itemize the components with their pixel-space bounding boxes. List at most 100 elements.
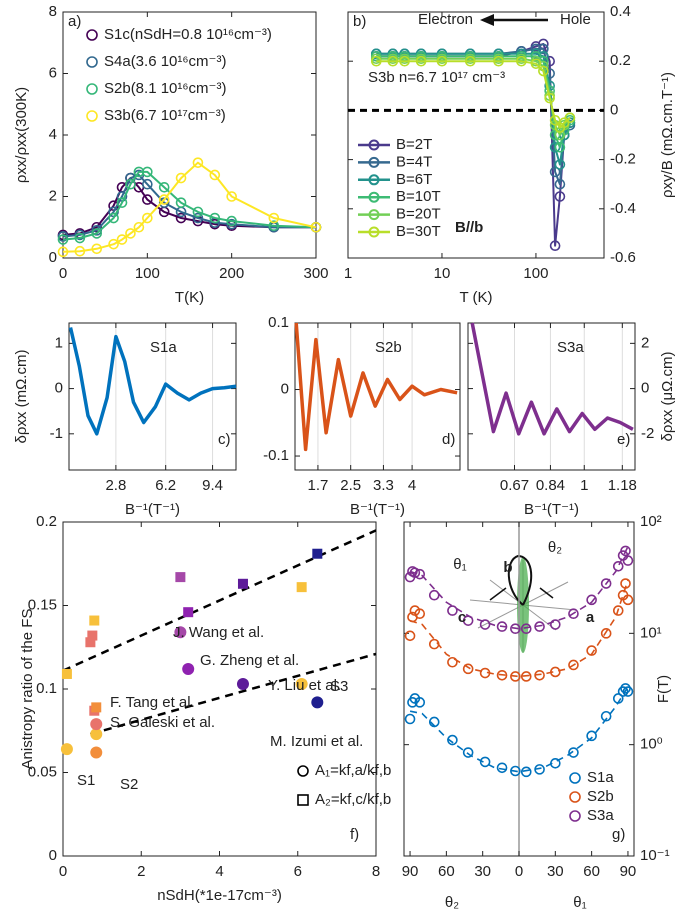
legend-label: B=4T bbox=[396, 153, 432, 170]
data-point bbox=[544, 92, 555, 104]
fit-line bbox=[90, 652, 377, 736]
data-point bbox=[57, 231, 69, 242]
plot-frame bbox=[294, 322, 461, 471]
data-point bbox=[387, 55, 399, 67]
x-tick-label: 60 bbox=[438, 863, 455, 880]
data-point bbox=[622, 594, 634, 606]
data-point bbox=[415, 55, 427, 67]
data-point bbox=[600, 710, 612, 722]
data-point bbox=[142, 166, 153, 178]
annotation: G. Zheng et al. bbox=[200, 652, 299, 669]
legend-swatch bbox=[368, 209, 380, 221]
x-tick-label: 0 bbox=[515, 863, 523, 880]
data-point bbox=[568, 659, 579, 671]
data-point bbox=[74, 245, 86, 257]
data-point bbox=[295, 677, 308, 690]
x-tick-label: 1 bbox=[344, 265, 352, 282]
y-tick-label: 0 bbox=[49, 249, 57, 266]
series-line bbox=[294, 322, 458, 452]
data-point bbox=[226, 218, 237, 230]
fit-line bbox=[62, 529, 377, 672]
y-tick-label: 0 bbox=[610, 101, 618, 118]
data-point bbox=[133, 221, 145, 233]
legend-label: A₂=kf,c/kf,b bbox=[315, 791, 391, 808]
legend-swatch bbox=[368, 174, 380, 186]
legend-label: S2b bbox=[587, 788, 614, 805]
data-point bbox=[268, 212, 280, 224]
annotation: θ₁ bbox=[573, 894, 586, 911]
data-point bbox=[510, 623, 521, 635]
annotation: f) bbox=[350, 826, 359, 843]
x-tick-label: 1.18 bbox=[608, 477, 637, 494]
data-point bbox=[568, 608, 579, 620]
data-point bbox=[311, 696, 324, 709]
legend-swatch bbox=[569, 791, 581, 803]
x-tick-label: 3.3 bbox=[373, 477, 394, 494]
x-tick-label: 9.4 bbox=[202, 477, 223, 494]
data-point bbox=[74, 232, 86, 244]
annotation: θ₂ bbox=[445, 894, 459, 911]
data-point bbox=[91, 702, 102, 713]
data-point bbox=[550, 619, 561, 630]
y-tick-label: 0.1 bbox=[268, 314, 289, 331]
annotation: c) bbox=[218, 431, 231, 448]
data-point bbox=[612, 693, 624, 704]
data-point bbox=[192, 206, 204, 218]
annotation: S1a bbox=[150, 339, 177, 356]
x-tick-label: 0.67 bbox=[500, 477, 529, 494]
data-point bbox=[462, 615, 474, 626]
y-axis-label: δρxx (μΩ.cm) bbox=[659, 351, 676, 441]
data-point bbox=[61, 668, 72, 679]
x-tick-label: 100 bbox=[523, 265, 548, 282]
data-point bbox=[496, 621, 508, 632]
y-tick-label: 0 bbox=[281, 380, 289, 397]
legend-swatch bbox=[297, 794, 309, 806]
y-axis-label: δρxx (mΩ.cm) bbox=[13, 350, 30, 444]
data-point bbox=[554, 178, 566, 190]
series-line bbox=[62, 170, 317, 241]
y-tick-label: -0.6 bbox=[610, 249, 636, 266]
data-point bbox=[564, 112, 576, 124]
x-tick-label: 4 bbox=[215, 863, 223, 880]
data-point bbox=[175, 572, 186, 583]
data-point bbox=[85, 637, 96, 648]
data-point bbox=[74, 229, 86, 241]
data-point bbox=[60, 743, 73, 756]
x-tick-label: 2 bbox=[137, 863, 145, 880]
y-tick-label: 2 bbox=[49, 187, 57, 204]
legend-label: S1a bbox=[587, 769, 614, 786]
data-point bbox=[175, 197, 187, 208]
legend-swatch bbox=[297, 765, 309, 777]
data-point bbox=[91, 243, 103, 255]
annotation: S2b bbox=[375, 339, 402, 356]
data-point bbox=[108, 238, 119, 250]
data-point bbox=[586, 645, 597, 656]
data-point bbox=[516, 55, 527, 67]
legend-label: S1c(nSdH=0.8 10¹⁶cm⁻³) bbox=[104, 26, 272, 43]
y-axis-label: F(T) bbox=[655, 675, 672, 703]
y-tick-label: -0.1 bbox=[263, 447, 289, 464]
data-point bbox=[125, 178, 136, 190]
y-tick-label: 6 bbox=[49, 64, 57, 81]
annotation: b bbox=[503, 559, 512, 576]
data-point bbox=[404, 713, 416, 725]
data-point bbox=[370, 55, 382, 67]
legend-label: S4a(3.6 10¹⁶cm⁻³) bbox=[104, 53, 226, 70]
data-point bbox=[414, 568, 426, 580]
data-point bbox=[549, 166, 561, 178]
data-point bbox=[493, 55, 504, 67]
legend-swatch bbox=[569, 772, 581, 784]
y-tick-label: 10⁻¹ bbox=[640, 847, 670, 864]
x-tick-label: 1 bbox=[580, 477, 588, 494]
annotation: c bbox=[458, 609, 466, 626]
data-point bbox=[479, 756, 491, 768]
data-point bbox=[538, 65, 549, 77]
x-tick-label: 2.5 bbox=[340, 477, 361, 494]
y-tick-label: 2 bbox=[641, 334, 649, 351]
x-tick-label: 0.84 bbox=[536, 477, 565, 494]
data-point bbox=[479, 619, 491, 630]
y-tick-label: 0 bbox=[49, 847, 57, 864]
y-tick-label: 0.2 bbox=[610, 52, 631, 69]
legend-label: B=10T bbox=[396, 188, 441, 205]
